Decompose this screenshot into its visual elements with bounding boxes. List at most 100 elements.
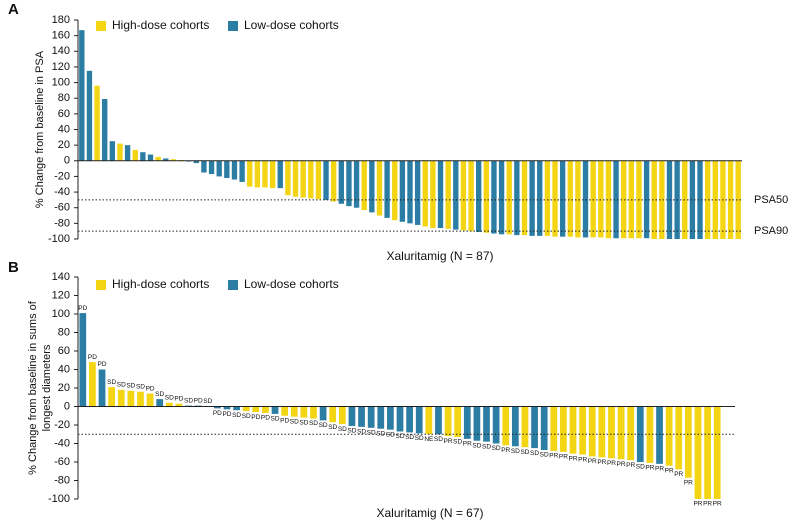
bar [323, 160, 329, 200]
bar-label: SD [376, 430, 385, 437]
bar-label: SD [395, 433, 404, 440]
bar [117, 143, 123, 161]
y-tick-label: 120 [52, 61, 70, 73]
bar [414, 160, 421, 225]
y-axis-title: longest diameters [41, 344, 53, 431]
bar-label: SD [319, 422, 328, 429]
bar [617, 406, 625, 460]
bar [713, 406, 721, 499]
panel-label: A [8, 1, 19, 18]
bar [735, 160, 741, 239]
bar-label: SD [472, 442, 481, 449]
bar-label: SD [530, 450, 539, 457]
bar [598, 406, 606, 458]
bar [684, 406, 692, 478]
bar [271, 406, 279, 414]
bar-label: SD [299, 419, 308, 426]
bar [252, 406, 260, 413]
bar [353, 160, 360, 208]
y-tick-label: 40 [58, 123, 70, 135]
bar [292, 160, 299, 197]
bar [102, 98, 108, 161]
bar [156, 399, 164, 407]
bar [514, 160, 520, 236]
bar [537, 160, 543, 236]
x-axis-title: Xaluritamig (N = 67) [376, 506, 483, 520]
bar-label: PR [713, 501, 722, 508]
bar [666, 160, 673, 239]
bar [550, 406, 558, 451]
legend-swatch [228, 280, 238, 290]
y-tick-label: -80 [54, 217, 70, 229]
bar-label: SD [155, 391, 164, 398]
bar [132, 149, 138, 161]
bar [98, 369, 106, 407]
bar [598, 160, 604, 238]
bar [422, 160, 428, 227]
bar [155, 156, 161, 161]
bar [559, 160, 566, 237]
bar-label: SD [136, 383, 145, 390]
bar-label: PR [626, 462, 635, 469]
bar [376, 160, 383, 216]
bar-label: SD [107, 379, 116, 386]
bar-label: PR [655, 466, 664, 473]
bar-label: SD [367, 429, 376, 436]
bar-label: SD [482, 443, 491, 450]
bar [387, 406, 394, 430]
bar-label: SD [328, 424, 337, 431]
bar-label: PR [463, 441, 472, 448]
bar [406, 406, 413, 433]
bar-label: SD [415, 435, 424, 442]
bar-label: PD [251, 414, 260, 421]
bar [415, 406, 423, 434]
y-axis-title: % Change from baseline in sums of [27, 300, 39, 475]
bar [315, 160, 322, 200]
bar-label: SD [232, 412, 241, 419]
bar-label: NE [424, 436, 434, 443]
bar [605, 160, 612, 239]
bar [560, 406, 567, 452]
bar [281, 406, 289, 416]
bar [430, 160, 436, 229]
bar [216, 160, 222, 177]
bar-label: PR [444, 438, 453, 445]
bar-label: SD [540, 452, 549, 459]
bar-label: SD [434, 436, 443, 443]
bar-label: PD [280, 417, 289, 424]
bar-label: SD [520, 449, 529, 456]
bar [689, 160, 696, 239]
y-tick-label: 80 [58, 92, 70, 104]
bar-label: SD [338, 426, 347, 433]
bar-label: PD [78, 305, 87, 312]
bar-label: PD [194, 397, 203, 404]
bar [89, 362, 96, 407]
bar [285, 160, 291, 196]
bar [175, 403, 183, 407]
bar-label: PR [597, 459, 606, 466]
bar [621, 160, 627, 239]
bar [262, 406, 269, 413]
bar [540, 406, 548, 450]
bar [399, 160, 406, 222]
y-tick-label: 120 [52, 289, 70, 301]
y-tick-label: -40 [54, 437, 70, 449]
bar [146, 393, 154, 407]
bar [269, 160, 276, 189]
bar [165, 402, 173, 407]
bar-label: PR [607, 460, 616, 467]
bar-label: SD [309, 420, 318, 427]
bar [346, 160, 352, 207]
bar [694, 406, 702, 499]
bar [454, 406, 462, 438]
bar [407, 160, 413, 224]
bar [502, 406, 510, 446]
bar-label: PR [645, 465, 654, 472]
y-tick-label: -80 [54, 474, 70, 486]
bar [300, 160, 306, 198]
legend-label: High-dose cohorts [112, 277, 209, 291]
bar [224, 160, 230, 178]
bar-label: SD [271, 416, 280, 423]
y-tick-label: -40 [54, 186, 70, 198]
bar [567, 160, 573, 237]
